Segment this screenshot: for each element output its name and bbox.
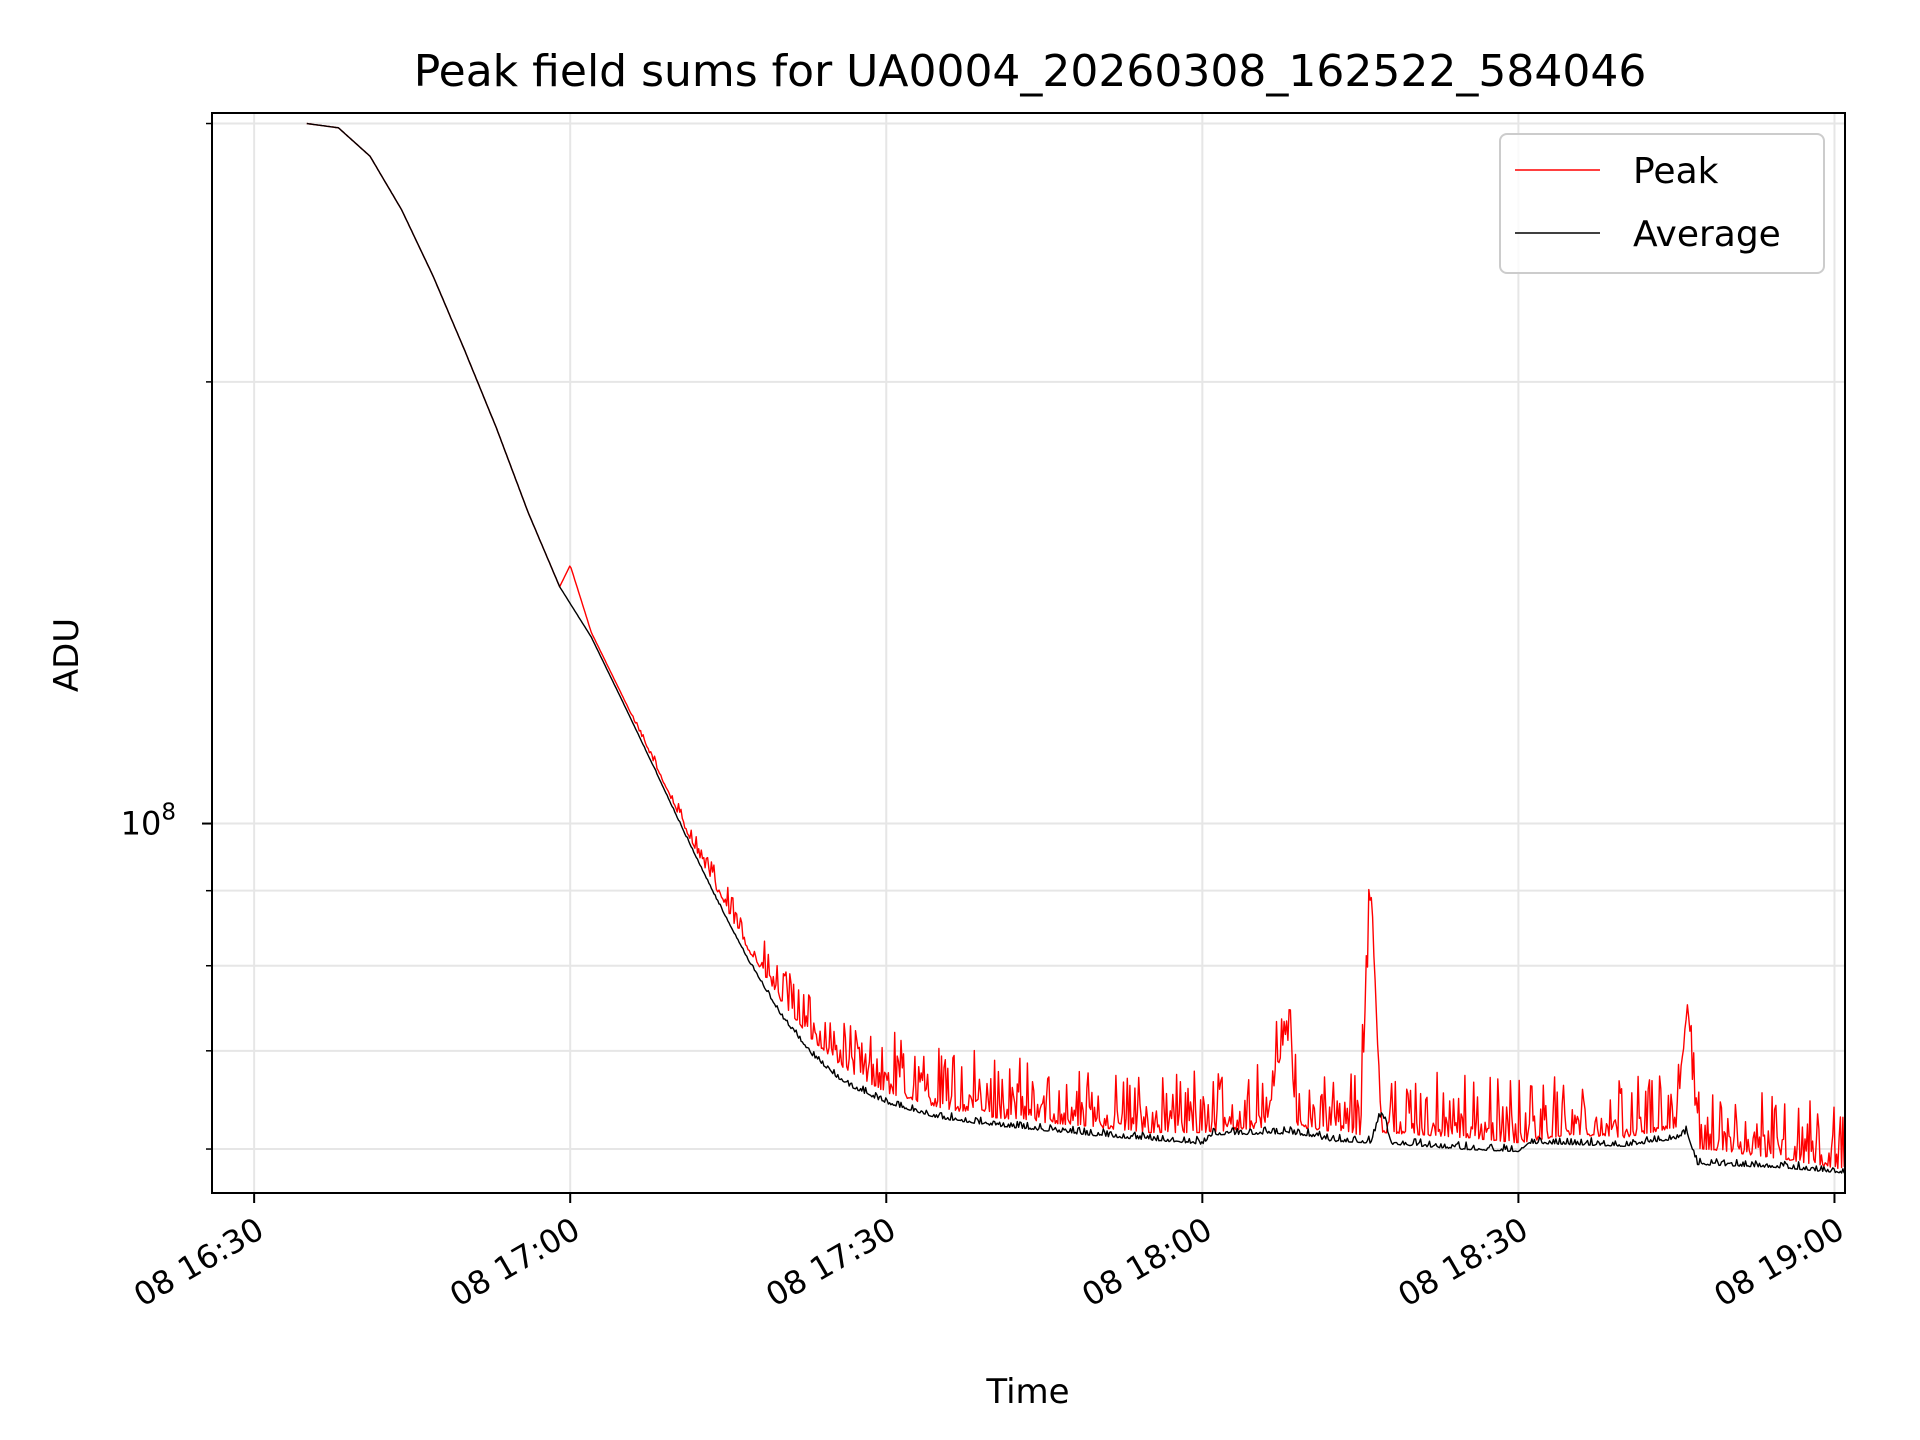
series-line-peak <box>306 122 1845 1169</box>
plot-area-frame <box>211 112 1846 1194</box>
legend-box <box>1499 133 1825 274</box>
y-axis-label: ADU <box>47 618 87 692</box>
series-layer <box>306 122 1845 1174</box>
y-tick-label-base: 10 <box>121 805 162 843</box>
chart-title: Peak field sums for UA0004_20260308_1625… <box>414 46 1647 97</box>
y-axis: 108 <box>121 122 212 1150</box>
series-line-average <box>306 122 1845 1174</box>
grid <box>212 113 1845 1193</box>
x-axis-label: Time <box>985 1372 1069 1412</box>
y-tick-label-exponent: 8 <box>161 800 176 826</box>
legend: Peak Average <box>1499 133 1825 274</box>
y-tick-label: 108 <box>121 800 176 843</box>
legend-label-peak: Peak <box>1633 151 1719 192</box>
legend-label-average: Average <box>1633 214 1781 255</box>
